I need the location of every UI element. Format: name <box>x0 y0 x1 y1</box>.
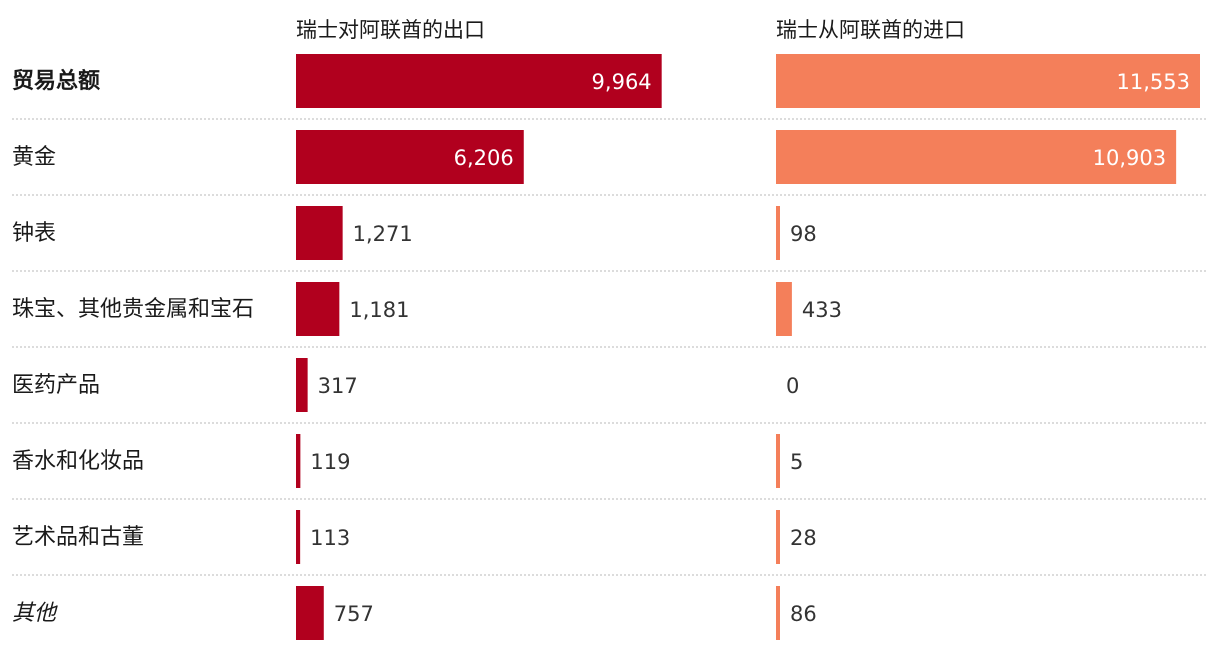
export-value-label: 119 <box>310 450 350 474</box>
import-bar <box>776 434 780 488</box>
export-value-label: 757 <box>334 602 374 626</box>
chart-row: 香水和化妆品 119 5 <box>12 434 1208 500</box>
import-bar <box>776 130 1177 184</box>
export-value-label: 113 <box>310 526 350 550</box>
import-column-header: 瑞士从阿联酋的进口 <box>776 18 965 42</box>
category-label: 香水和化妆品 <box>12 449 144 474</box>
import-bar <box>776 510 780 564</box>
category-label: 艺术品和古董 <box>12 525 144 550</box>
chart-row: 其他 757 86 <box>12 586 817 640</box>
export-value-label: 6,206 <box>454 146 514 170</box>
export-bar <box>296 282 340 336</box>
export-value-label: 1,271 <box>353 222 413 246</box>
category-label: 钟表 <box>12 221 56 246</box>
category-label: 黄金 <box>12 145 56 170</box>
export-bar <box>296 510 301 564</box>
category-label: 珠宝、其他贵金属和宝石 <box>12 297 254 322</box>
import-value-label: 28 <box>790 526 817 550</box>
import-bar <box>776 206 780 260</box>
import-bar <box>776 282 792 336</box>
import-value-label: 86 <box>790 602 817 626</box>
import-value-label: 10,903 <box>1093 146 1166 170</box>
chart-row: 贸易总额 9,964 11,553 <box>12 54 1208 120</box>
import-value-label: 5 <box>790 450 803 474</box>
import-bar <box>776 54 1200 108</box>
chart-row: 黄金 6,206 10,903 <box>12 130 1208 196</box>
import-value-label: 11,553 <box>1117 70 1190 94</box>
export-bar <box>296 434 301 488</box>
import-value-label: 98 <box>790 222 817 246</box>
export-bar <box>296 130 524 184</box>
chart-row: 珠宝、其他贵金属和宝石 1,181 433 <box>12 282 1208 348</box>
export-value-label: 317 <box>318 374 358 398</box>
export-bar <box>296 54 662 108</box>
chart-row: 钟表 1,271 98 <box>12 206 1208 272</box>
export-value-label: 1,181 <box>349 298 409 322</box>
chart-row: 艺术品和古董 113 28 <box>12 510 1208 576</box>
category-label: 贸易总额 <box>12 68 100 94</box>
export-value-label: 9,964 <box>592 70 652 94</box>
import-bar <box>776 586 780 640</box>
category-label: 其他 <box>12 601 58 626</box>
chart-row: 医药产品 317 0 <box>12 358 1208 424</box>
export-column-header: 瑞士对阿联酋的出口 <box>296 18 485 42</box>
export-bar <box>296 586 324 640</box>
import-value-label: 0 <box>786 374 799 398</box>
export-bar <box>296 206 343 260</box>
import-value-label: 433 <box>802 298 842 322</box>
export-bar <box>296 358 308 412</box>
category-label: 医药产品 <box>12 373 100 398</box>
